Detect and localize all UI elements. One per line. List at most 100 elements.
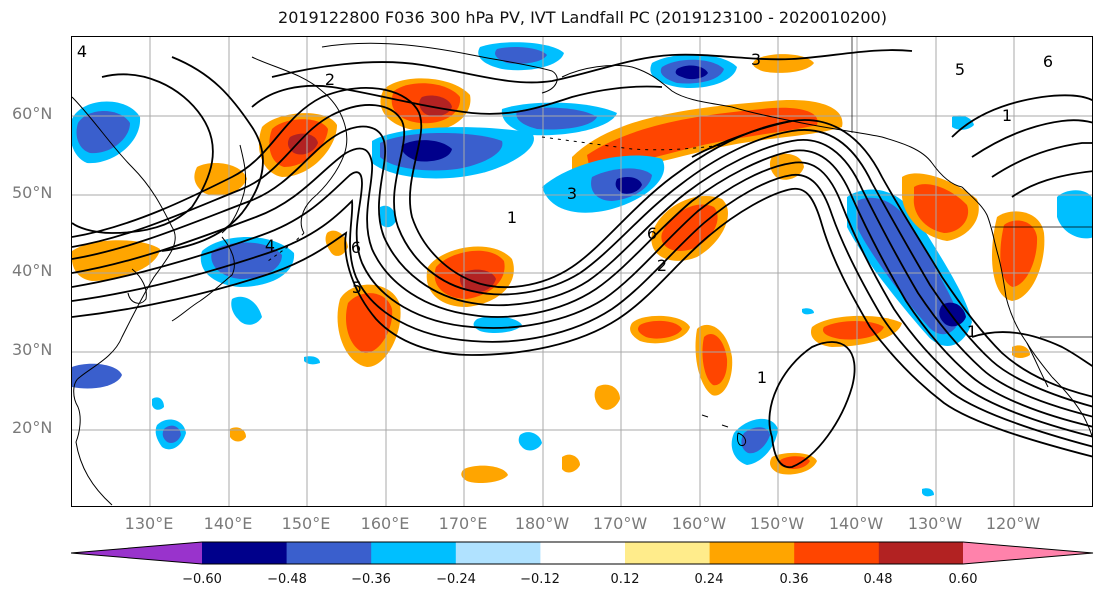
contour-label: 6 xyxy=(1043,52,1053,71)
lon-label-130w: 130°W xyxy=(907,514,963,533)
contour-label: 6 xyxy=(647,224,657,243)
pv-contour xyxy=(991,142,1092,178)
shading-negative xyxy=(1057,190,1092,239)
shading-positive xyxy=(913,184,969,233)
shading-positive xyxy=(562,454,580,473)
shading-negative xyxy=(922,488,934,497)
lon-label-160e: 160°E xyxy=(360,514,410,533)
pv-contour xyxy=(72,104,1092,408)
pv-contour xyxy=(72,161,1092,438)
contour-label: 3 xyxy=(567,184,577,203)
colorbar-tick: −0.12 xyxy=(520,572,560,587)
lon-label-130e: 130°E xyxy=(124,514,174,533)
shading-negative xyxy=(72,363,122,389)
shading-negative xyxy=(741,427,770,454)
colorbar-cell xyxy=(794,542,880,564)
coastline-korea xyxy=(127,268,147,304)
shading-layer xyxy=(72,42,1092,497)
shading-negative xyxy=(152,397,164,410)
pv-contour xyxy=(951,94,1092,138)
shading-negative xyxy=(231,296,262,325)
colorbar xyxy=(71,541,1094,565)
shading-negative xyxy=(76,111,130,154)
colorbar-tick: −0.24 xyxy=(436,572,476,587)
shading-positive xyxy=(702,333,728,386)
shading-positive xyxy=(287,133,318,155)
lat-label-30n: 30°N xyxy=(12,340,53,359)
shading-positive xyxy=(325,230,348,256)
shading-negative xyxy=(802,308,814,315)
colorbar-outline xyxy=(71,541,1094,565)
pv-contour xyxy=(1011,170,1092,198)
pv-contour xyxy=(971,119,1092,158)
coastline-aleutians xyxy=(541,136,723,151)
lat-label-60n: 60°N xyxy=(12,104,53,123)
shading-negative xyxy=(615,177,642,194)
pv-contour xyxy=(271,49,913,84)
lon-label-140w: 140°W xyxy=(828,514,884,533)
contour-label: 2 xyxy=(325,70,335,89)
shading-negative xyxy=(473,316,522,333)
contour-label: 3 xyxy=(751,50,761,69)
lon-label-170e: 170°E xyxy=(438,514,488,533)
contour-label: 4 xyxy=(77,42,87,61)
lon-label-160w: 160°W xyxy=(671,514,727,533)
pv-contour xyxy=(691,120,793,158)
colorbar-tick: 0.24 xyxy=(694,572,724,587)
pv-contour xyxy=(72,173,1092,448)
map-canvas: 2 3 5 6 1 4 6 2 3 1 1 6 5 4 1 xyxy=(72,37,1092,506)
shading-negative xyxy=(952,115,974,130)
pv-contour xyxy=(161,56,264,252)
colorbar-tick: 0.60 xyxy=(948,572,978,587)
coastline-alaska xyxy=(561,64,963,188)
colorbar-cell xyxy=(540,542,626,564)
shading-positive xyxy=(587,107,818,171)
shading-positive xyxy=(594,384,620,410)
gridlines xyxy=(72,37,1092,506)
colorbar-cells xyxy=(71,541,1094,565)
lon-label-150e: 150°E xyxy=(281,514,331,533)
shading-positive xyxy=(230,427,246,442)
colorbar-tick: 0.12 xyxy=(610,572,640,587)
contour-label: 1 xyxy=(1002,106,1012,125)
contour-label: 5 xyxy=(352,278,362,297)
pv-contours xyxy=(72,49,1092,469)
shading-positive xyxy=(1000,220,1038,287)
lat-label-50n: 50°N xyxy=(12,183,53,202)
colorbar-cell xyxy=(709,542,795,564)
coastline-east-asia xyxy=(72,96,176,506)
pv-contour-closed xyxy=(768,341,856,469)
colorbar-cell xyxy=(625,542,711,564)
contour-label: 1 xyxy=(507,208,517,227)
colorbar-cell xyxy=(878,542,964,564)
colorbar-tick: 0.36 xyxy=(779,572,809,587)
shading-negative xyxy=(304,356,320,365)
colorbar-cell xyxy=(202,542,288,564)
pv-contour xyxy=(971,331,1092,367)
shading-positive xyxy=(461,465,508,483)
coastline-japan xyxy=(171,236,235,322)
colorbar-tick: −0.48 xyxy=(267,572,307,587)
shading-negative xyxy=(401,140,452,162)
coastline-baja xyxy=(1026,342,1049,388)
colorbar-cell xyxy=(371,542,457,564)
contour-label: 5 xyxy=(955,60,965,79)
pv-contour xyxy=(72,73,214,234)
lon-label-140e: 140°E xyxy=(203,514,253,533)
lat-label-20n: 20°N xyxy=(12,418,53,437)
contour-label: 4 xyxy=(265,236,275,255)
colorbar-tick: −0.60 xyxy=(182,572,222,587)
coastline-kurils xyxy=(267,232,305,262)
lon-label-120w: 120°W xyxy=(985,514,1041,533)
shading-positive xyxy=(72,240,160,281)
shading-positive xyxy=(419,95,452,117)
shading-positive xyxy=(194,163,247,196)
colorbar-extend-high xyxy=(963,542,1093,564)
colorbar-tick: 0.48 xyxy=(863,572,893,587)
contour-labels: 2 3 5 6 1 4 6 2 3 1 1 6 5 4 1 xyxy=(77,42,1053,387)
lon-label-150w: 150°W xyxy=(749,514,805,533)
pv-contour xyxy=(72,187,1092,458)
lon-label-170w: 170°W xyxy=(592,514,648,533)
shading-negative xyxy=(518,432,542,451)
shading-positive xyxy=(460,269,496,293)
